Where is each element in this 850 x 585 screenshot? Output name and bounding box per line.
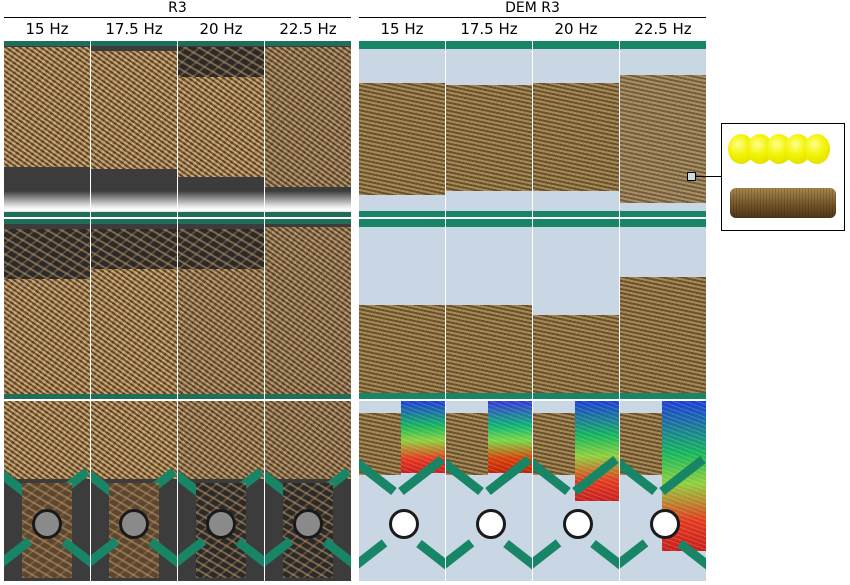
dem-orifice: [389, 509, 419, 539]
exp-col-label-2: 17.5 Hz: [105, 20, 163, 38]
dem-group-title: DEM R3: [505, 0, 560, 16]
particle-marker: [687, 172, 696, 181]
exp-orifice: [206, 509, 236, 539]
sphere-icon: [804, 134, 830, 164]
dem-hopper-20hz: [533, 401, 619, 581]
exp-hopper-17hz: [91, 401, 177, 581]
dem-orifice: [563, 509, 593, 539]
dem-mid-17hz: [446, 219, 532, 399]
dem-group-rule: [359, 17, 706, 18]
dem-col-label-1: 15 Hz: [380, 20, 424, 38]
dem-hopper-17hz: [446, 401, 532, 581]
dem-mid-15hz: [359, 219, 445, 399]
exp-col-label-1: 15 Hz: [25, 20, 69, 38]
pellet-cylinder-icon: [730, 188, 836, 218]
dem-mid-22hz: [620, 219, 706, 399]
exp-top-17hz: [91, 41, 177, 217]
dem-top-22hz: [620, 41, 706, 217]
dem-top-17hz: [446, 41, 532, 217]
exp-hopper-15hz: [4, 401, 90, 581]
experiment-group-title: R3: [168, 0, 187, 16]
dem-top-15hz: [359, 41, 445, 217]
dem-hopper-22hz: [620, 401, 706, 581]
exp-orifice: [32, 509, 62, 539]
dem-col-label-2: 17.5 Hz: [460, 20, 518, 38]
dem-col-label-4: 22.5 Hz: [634, 20, 692, 38]
dem-top-20hz: [533, 41, 619, 217]
dem-col-label-3: 20 Hz: [554, 20, 598, 38]
exp-hopper-22hz: [265, 401, 351, 581]
experiment-group-rule: [4, 17, 351, 18]
exp-orifice: [293, 509, 323, 539]
exp-mid-22hz: [265, 219, 351, 399]
exp-top-20hz: [178, 41, 264, 217]
dem-hopper-15hz: [359, 401, 445, 581]
exp-top-22hz: [265, 41, 351, 217]
exp-mid-17hz: [91, 219, 177, 399]
exp-mid-15hz: [4, 219, 90, 399]
dem-orifice: [476, 509, 506, 539]
exp-hopper-20hz: [178, 401, 264, 581]
exp-orifice: [119, 509, 149, 539]
exp-col-label-3: 20 Hz: [199, 20, 243, 38]
exp-top-15hz: [4, 41, 90, 217]
particle-model-inset: [721, 123, 845, 231]
inset-leader-line: [696, 176, 721, 177]
dem-orifice: [650, 509, 680, 539]
exp-col-label-4: 22.5 Hz: [279, 20, 337, 38]
dem-mid-20hz: [533, 219, 619, 399]
exp-mid-20hz: [178, 219, 264, 399]
